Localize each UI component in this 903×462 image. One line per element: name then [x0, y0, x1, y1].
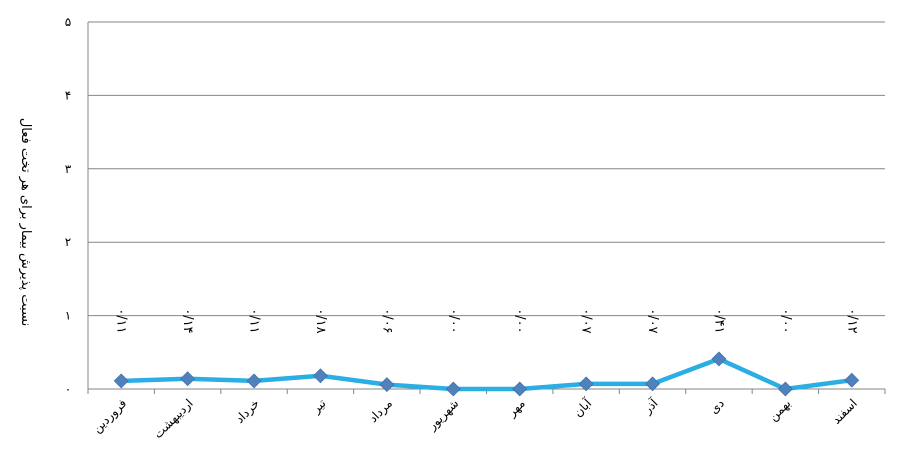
- data-label: ۰/۰۷: [645, 308, 660, 333]
- data-point: [578, 376, 594, 392]
- data-point: [180, 371, 196, 387]
- data-label: ۰/۰۷: [579, 308, 594, 333]
- data-point: [777, 381, 793, 397]
- data-label: ۰/۱۲: [844, 308, 859, 333]
- x-tick-label: شهریور: [424, 396, 462, 434]
- data-label: ۰/۰۶: [379, 308, 394, 333]
- x-tick-label: آبان: [570, 395, 595, 420]
- series-line: [121, 356, 853, 392]
- data-label: ۰/۱۸: [313, 308, 328, 333]
- data-point: [113, 373, 129, 389]
- x-tick-label: بهمن: [766, 396, 794, 424]
- data-point: [512, 381, 528, 397]
- x-tick-label: دی: [707, 396, 727, 416]
- data-label: ۰/۰۰: [446, 308, 461, 333]
- y-tick-label: ۲: [65, 235, 71, 249]
- gridlines: [87, 21, 886, 394]
- y-tick-label: ۱: [65, 309, 71, 323]
- data-label: ۰/۰۰: [512, 308, 527, 333]
- x-tick-label: آذر: [639, 395, 662, 418]
- y-tick-label: ۰: [65, 382, 71, 396]
- y-tick-label: ۴: [65, 88, 71, 102]
- data-labels: ۰/۱۱ ۰/۱۴ ۰/۱۱ ۰/۱۸ ۰/۰۶ ۰/۰۰ ۰/۰۰ ۰/۰۷ ۰/۰۷ ۰/۴۱…: [114, 308, 860, 333]
- x-tick-label: فروردین: [90, 396, 130, 436]
- y-tick-labels: ۰ ۱ ۲ ۳ ۴ ۵: [65, 15, 72, 396]
- data-label: ۰/۱۱: [247, 308, 262, 333]
- x-tick-labels: فروردین اردیبهشت خرداد تیر مرداد شهریور مهر آبا…: [90, 395, 860, 442]
- data-point: [844, 372, 860, 388]
- data-point: [313, 368, 328, 384]
- x-tick-label: مهر: [504, 396, 528, 420]
- x-tick-label: اسفند: [829, 396, 860, 427]
- x-tick-label: تیر: [308, 396, 329, 417]
- data-point: [645, 376, 660, 392]
- x-tick-label: مرداد: [366, 396, 396, 426]
- y-tick-label: ۵: [65, 15, 71, 29]
- data-label: ۰/۰۰: [778, 308, 793, 333]
- data-point: [711, 351, 727, 367]
- data-point: [379, 377, 395, 393]
- data-label: ۰/۱۱: [114, 308, 129, 333]
- y-tick-label: ۳: [65, 162, 72, 176]
- x-tick-label: خرداد: [232, 396, 262, 426]
- y-axis-title: نسبت پذیرش بیمار برای هر تخت فعال: [18, 118, 33, 326]
- data-point: [246, 373, 262, 389]
- series: [113, 351, 860, 397]
- data-label: ۰/۱۴: [180, 308, 195, 333]
- x-tick-label: اردیبهشت: [151, 396, 197, 442]
- data-label: ۰/۴۱: [711, 308, 726, 333]
- data-point: [445, 381, 461, 397]
